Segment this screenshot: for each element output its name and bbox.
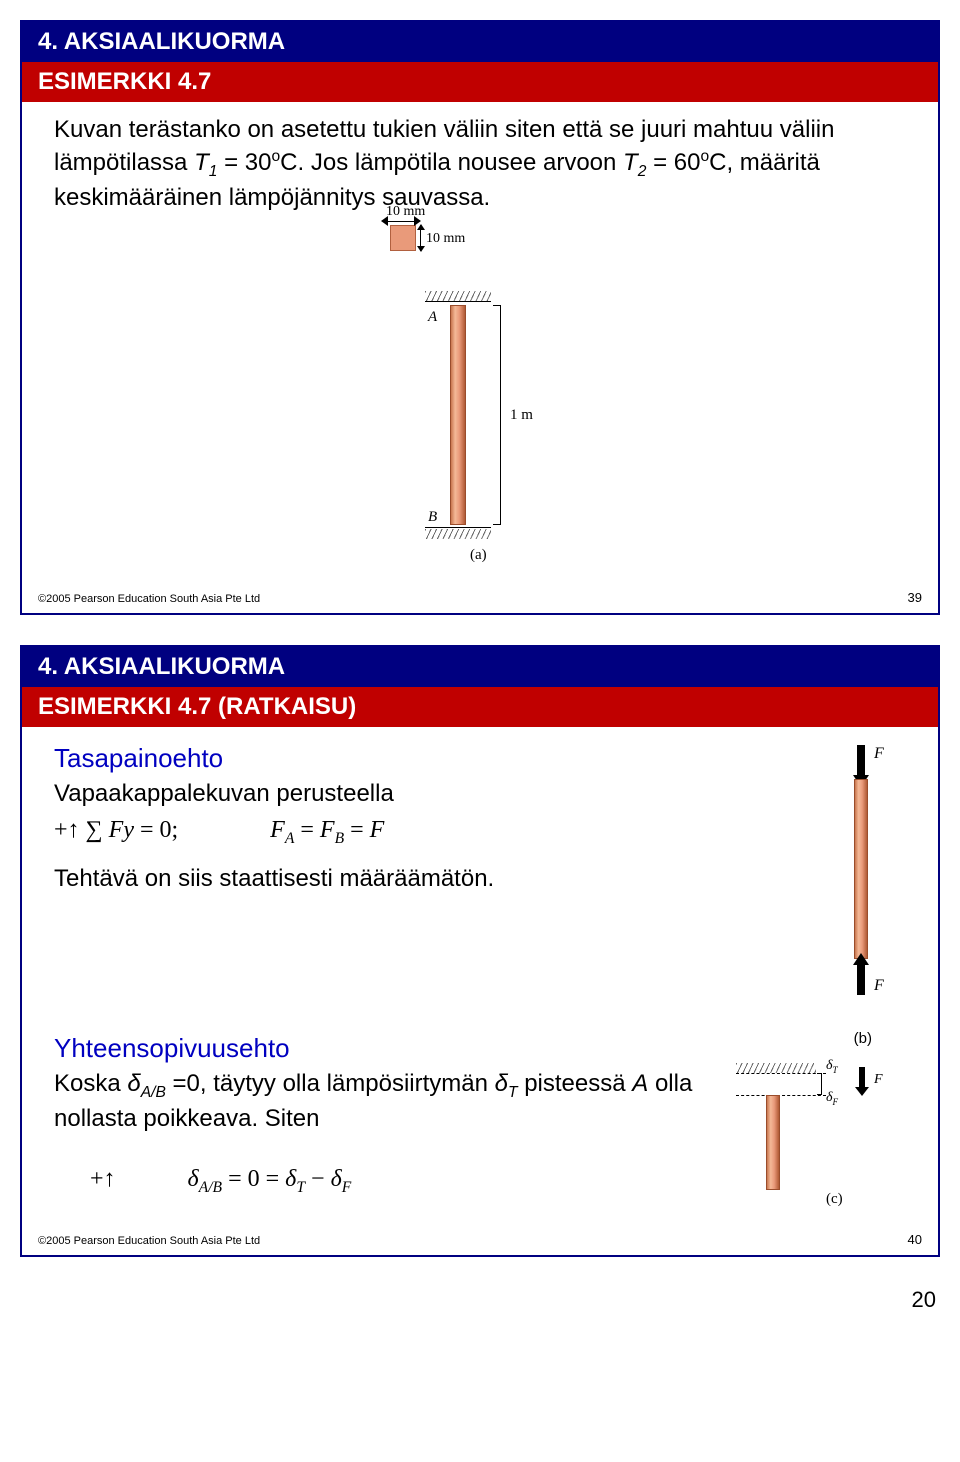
brace-dT — [821, 1073, 822, 1095]
fbd-line: Vapaakappalekuvan perusteella — [54, 778, 796, 810]
figc-deltaF: δF — [826, 1089, 838, 1108]
top-support — [425, 291, 491, 301]
force-bot-arrow — [857, 963, 865, 995]
figure-a: 10 mm 10 mm A 1 m — [370, 225, 590, 565]
delta1-sub: A/B — [141, 1084, 166, 1101]
slide-2: 4. AKSIAALIKUORMA ESIMERKKI 4.7 (RATKAIS… — [20, 645, 940, 1257]
eq2-prefix: +↑ — [90, 1166, 116, 1192]
compat-text: Koska δA/B =0, täytyy olla lämpösiirtymä… — [54, 1068, 706, 1135]
eq2-minus: − — [311, 1166, 331, 1192]
eq-FA-sub: A — [285, 830, 295, 847]
eq-F: F — [370, 817, 385, 843]
deltaT-sub: T — [508, 1084, 518, 1101]
page-number: 20 — [20, 1287, 940, 1313]
T1-sub: 1 — [209, 163, 218, 180]
force-top-label: F — [874, 743, 884, 765]
force-bot-label: F — [874, 975, 884, 997]
eq2-T: T — [296, 1179, 305, 1196]
slide-number-2: 40 — [908, 1232, 922, 1247]
eq-sum-fy: +↑ ∑ Fy = 0; FA = FB = F — [54, 814, 796, 849]
figc-deltaT: δT — [826, 1057, 838, 1076]
eq2-AB: A/B — [199, 1179, 222, 1196]
cross-section: 10 mm 10 mm — [390, 225, 416, 251]
copyright-footer-2: ©2005 Pearson Education South Asia Pte L… — [38, 1235, 260, 1247]
figure-b: F F — [816, 739, 906, 999]
figure-c-column: (b) δT — [726, 1029, 906, 1207]
compat-mid: =0, täytyy olla lämpösiirtymän — [173, 1070, 495, 1097]
eq2-d: δ — [188, 1166, 199, 1192]
slide1-body: Kuvan terästanko on asetettu tukien väli… — [22, 102, 938, 613]
figc-support — [736, 1073, 816, 1083]
subhead-compat: Yhteensopivuusehto — [54, 1031, 706, 1066]
compat-pre: Koska — [54, 1070, 127, 1097]
problem-text: Kuvan terästanko on asetettu tukien väli… — [54, 114, 906, 215]
static-line: Tehtävä on siis staattisesti määräämätön… — [54, 863, 796, 895]
eq-prefix: +↑ ∑ — [54, 817, 109, 843]
eq-Fy: Fy — [109, 817, 134, 843]
eq-mid: = — [300, 817, 320, 843]
T1-val: = 30 — [224, 149, 271, 176]
section-header-2: 4. AKSIAALIKUORMA — [22, 647, 938, 687]
row-compatibility: Yhteensopivuusehto Koska δA/B =0, täytyy… — [54, 1029, 906, 1207]
figc-F-arrow — [859, 1067, 865, 1089]
pointA-ref: A — [632, 1070, 648, 1097]
eq2-eq: = 0 = — [228, 1166, 285, 1192]
T2-sub: 2 — [638, 163, 647, 180]
bottom-support — [425, 527, 491, 537]
T2-val: = 60 — [653, 149, 700, 176]
example-header-2: ESIMERKKI 4.7 (RATKAISU) — [22, 687, 938, 727]
label-A: A — [428, 307, 437, 327]
T1: T — [194, 149, 209, 176]
example-header: ESIMERKKI 4.7 — [22, 62, 938, 102]
eq2-F: F — [342, 1179, 352, 1196]
figc-F-label: F — [874, 1071, 883, 1090]
figc-label: (c) — [826, 1189, 843, 1209]
eq-compat: +↑ δA/B = 0 = δT − δF — [54, 1163, 706, 1198]
deltaT: δ — [495, 1070, 508, 1097]
fbd-rod — [854, 779, 868, 959]
T2: T — [623, 149, 638, 176]
length-label: 1 m — [510, 405, 533, 425]
deg2: o — [700, 148, 709, 165]
row-equilibrium: Tasapainoehto Vapaakappalekuvan perustee… — [54, 739, 906, 999]
copyright-footer: ©2005 Pearson Education South Asia Pte L… — [38, 593, 260, 605]
figc-rod — [766, 1095, 780, 1190]
dim-side: 10 mm — [426, 230, 465, 249]
label-B: B — [428, 507, 437, 527]
eq-mid2: = — [350, 817, 370, 843]
figure-c: δT F δF (c) — [726, 1037, 906, 1207]
subhead-equilibrium: Tasapainoehto — [54, 741, 796, 776]
eq-eq0: = 0; — [134, 817, 178, 843]
eq2-dF: δ — [331, 1166, 342, 1192]
section-header: 4. AKSIAALIKUORMA — [22, 22, 938, 62]
fig-a-label: (a) — [470, 545, 487, 565]
dash-mid — [736, 1095, 826, 1096]
deg1: o — [271, 148, 280, 165]
force-top-arrow — [857, 745, 865, 777]
eq-FB-sub: B — [335, 830, 345, 847]
slide-number: 39 — [908, 590, 922, 605]
eq-FA: F — [270, 817, 285, 843]
rod — [450, 305, 466, 525]
compat-post: pisteessä — [524, 1070, 632, 1097]
eq-FB: F — [320, 817, 335, 843]
slide-1: 4. AKSIAALIKUORMA ESIMERKKI 4.7 Kuvan te… — [20, 20, 940, 615]
delta1: δ — [127, 1070, 140, 1097]
figc-F-head — [855, 1087, 869, 1096]
C1: C. Jos lämpötila nousee arvoon — [280, 149, 623, 176]
length-brace — [500, 305, 501, 525]
slide2-body: Tasapainoehto Vapaakappalekuvan perustee… — [22, 727, 938, 1255]
eq2-dT: δ — [285, 1166, 296, 1192]
